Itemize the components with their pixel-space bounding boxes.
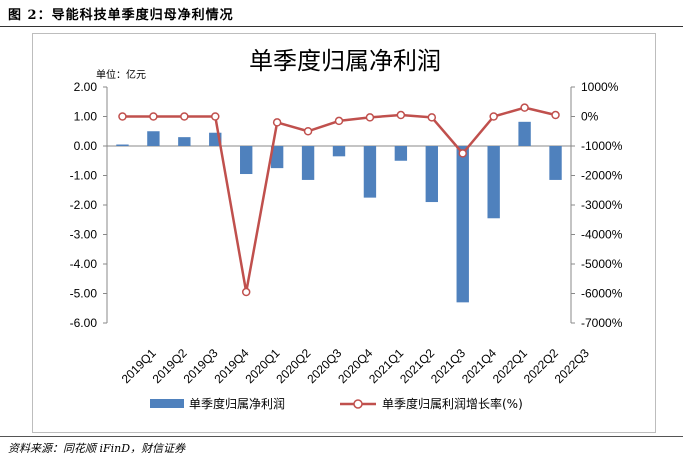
line-point [489,112,498,121]
bar [332,146,346,157]
right-tick-label: -7000% [581,316,623,330]
legend-bar-label: 单季度归属净利润 [189,396,285,411]
line-point [334,116,344,126]
line-point [149,112,158,121]
right-tick-label: 0% [581,110,599,124]
source-note: 资料来源：同花顺 iFinD，财信证券 [8,442,186,455]
line-point [211,112,220,121]
line-series [118,103,560,297]
bar [549,146,562,180]
chart-frame [32,33,656,433]
legend: 单季度归属净利润 单季度归属利润增长率(%) [150,396,523,411]
right-tick-label: -1000% [581,139,623,153]
left-tick-label: 1.00 [74,110,98,124]
x-tick-label: 2022Q3 [552,346,592,386]
left-tick-label: 0.00 [74,139,98,153]
line-point [396,110,406,120]
left-tick-label: -4.00 [70,257,98,271]
legend-line-marker [353,399,363,409]
left-tick-label: -2.00 [70,198,98,212]
axes: 2.00 1.00 0.00 -1.00 -2.00 -3.00 -4.00 -5.00 -6.… [70,80,623,330]
bar [301,146,315,180]
left-tick-label: 2.00 [74,80,98,94]
right-tick-label: -3000% [581,198,623,212]
right-tick-label: -6000% [581,287,623,301]
bottom-rule [0,436,683,437]
line-point [180,112,189,121]
line-point [365,113,375,122]
bar [147,131,160,146]
left-tick-label: -3.00 [70,228,98,242]
line-point [272,118,282,127]
left-tick-label: -1.00 [70,169,98,183]
bar [363,146,377,198]
line-point [118,112,127,121]
right-tick-label: -4000% [581,228,623,242]
bar [178,137,191,146]
right-tick-label: -2000% [581,169,623,183]
bar [116,144,129,146]
right-tick-label: 1000% [581,80,619,94]
bar [487,146,500,219]
bar [270,146,284,169]
x-tick-labels: 2019Q12019Q22019Q32019Q42020Q12020Q22020… [119,346,592,386]
line-point [303,127,313,136]
right-tick-label: -5000% [581,257,623,271]
top-rule [0,26,683,27]
left-tick-label: -6.00 [70,316,98,330]
line-point [520,103,529,112]
figure-caption: 图 2：导能科技单季度归母净利情况 [8,8,234,23]
bar [240,146,253,175]
line-point [427,113,437,122]
bar-series [116,121,562,303]
line-point [551,110,560,120]
legend-bar-swatch [150,399,184,408]
bar [394,146,408,161]
bar [518,121,531,146]
bar [425,146,438,203]
line-point [458,149,467,158]
legend-line-label: 单季度归属利润增长率(%) [382,396,523,411]
chart-title: 单季度归属净利润 [249,47,441,75]
bar [456,146,469,303]
line-point [241,287,251,297]
left-tick-label: -5.00 [70,287,98,301]
unit-label: 单位：亿元 [96,68,146,81]
